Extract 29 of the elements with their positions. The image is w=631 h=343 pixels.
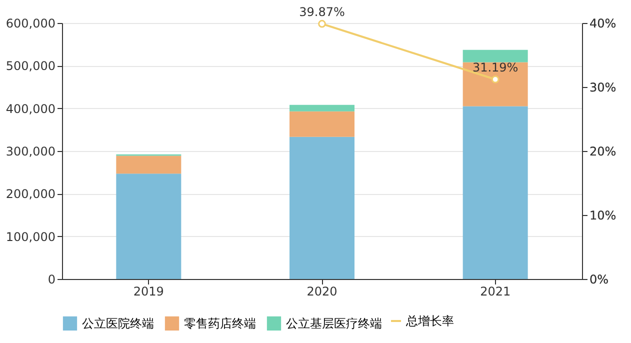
y2-tick-label: 30% [590, 80, 616, 94]
x-tick-label: 2021 [480, 284, 511, 298]
x-tick-label: 2019 [133, 284, 164, 298]
y2-tick-label: 20% [590, 144, 616, 158]
bar [290, 136, 354, 279]
legend-label: 公立医院终端 [82, 316, 154, 330]
bar [116, 174, 182, 279]
bar [462, 62, 528, 106]
y2-tick-label: 40% [590, 16, 616, 30]
x-tick-label: 2020 [306, 284, 338, 298]
y-tick-label: 300,000 [6, 144, 56, 158]
bar [290, 111, 354, 137]
y-tick-label: 0 [48, 272, 56, 286]
y2-tick-label: 0% [590, 272, 609, 286]
data-label: 31.19% [472, 60, 518, 74]
y-tick-label: 600,000 [6, 16, 56, 30]
y-tick-label: 500,000 [6, 59, 56, 74]
legend-label: 零售药店终端 [184, 316, 256, 330]
bar [462, 50, 528, 62]
legend-label: 总增长率 [405, 314, 454, 328]
y-tick-label: 400,000 [6, 102, 56, 116]
legend-label: 公立基层医疗终端 [286, 316, 382, 330]
y-tick-label: 100,000 [6, 230, 56, 244]
y2-tick-label: 10% [590, 208, 616, 222]
y-tick-label: 200,000 [6, 187, 56, 202]
data-label: 39.87% [299, 4, 345, 19]
bar [116, 156, 182, 174]
bar [462, 106, 528, 279]
bar [290, 104, 354, 112]
